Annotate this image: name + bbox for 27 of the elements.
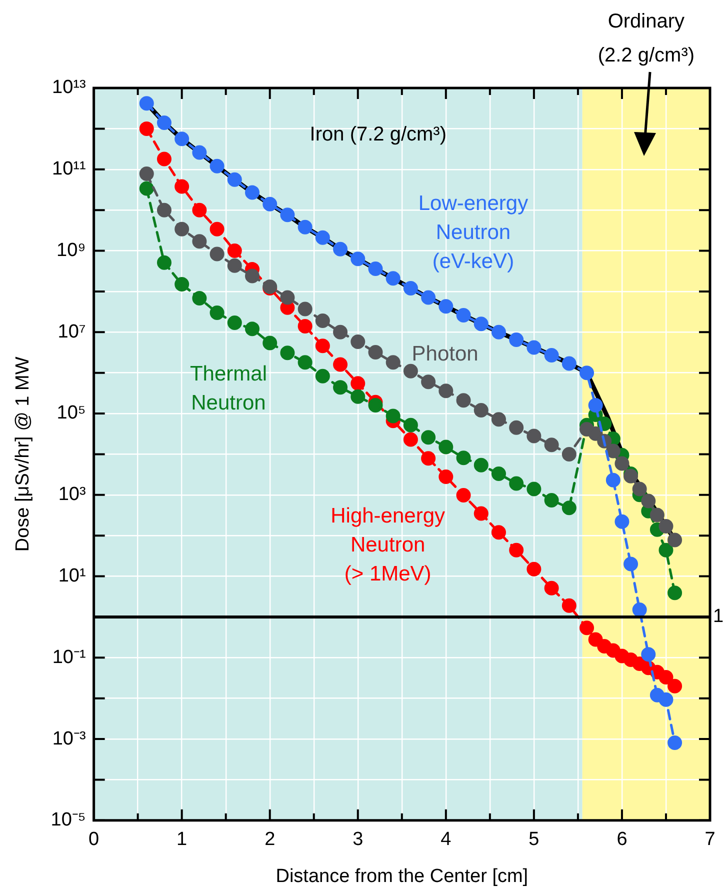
x-tick-label: 6: [616, 829, 628, 850]
x-tick-label: 0: [88, 829, 100, 850]
x-tick-label: 7: [704, 829, 716, 850]
x-tick-label: 5: [528, 829, 540, 850]
y-axis-title: Dose [μSv/hr] @ 1 MW: [12, 356, 34, 552]
y-tick-label: 10⁷: [58, 321, 86, 342]
y-tick-label: 10⁵: [56, 402, 86, 424]
y-tick-label: 10⁹: [56, 240, 86, 261]
y-tick-label: 10¹³: [52, 77, 86, 98]
x-axis-title: Distance from the Center [cm]: [276, 866, 528, 887]
series-label: Thermal Neutron: [190, 362, 268, 415]
y-tick-label: 10⁻⁵: [50, 810, 86, 831]
y-tick-label: 10¹¹: [52, 158, 86, 180]
ref-line-label: 1: [713, 606, 724, 628]
x-tick-label: 3: [352, 829, 364, 850]
x-tick-label: 4: [440, 829, 452, 850]
y-tick-label: 10⁻¹: [52, 646, 86, 668]
series-label: High-energy Neutron (> 1MeV): [330, 504, 446, 586]
y-tick-label: 10³: [58, 484, 86, 506]
y-tick-label: 10¹: [58, 566, 86, 586]
series-label: Photon: [412, 342, 478, 366]
y-tick-label: 10⁻³: [52, 728, 86, 750]
band-label: Iron (7.2 g/cm³): [310, 123, 446, 146]
x-tick-label: 1: [176, 829, 188, 850]
x-tick-label: 2: [264, 829, 276, 850]
series-label: Low-energy Neutron (eV-keV): [418, 192, 529, 274]
band-label: Ordinary (2.2 g/cm³): [598, 10, 695, 67]
